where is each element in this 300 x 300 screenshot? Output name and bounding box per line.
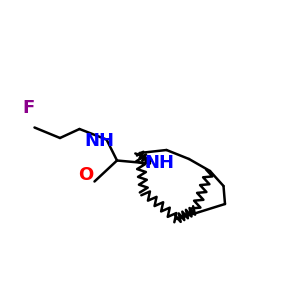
Text: O: O — [78, 167, 93, 184]
Text: NH: NH — [144, 154, 174, 172]
Text: NH: NH — [84, 132, 114, 150]
Text: F: F — [22, 99, 34, 117]
